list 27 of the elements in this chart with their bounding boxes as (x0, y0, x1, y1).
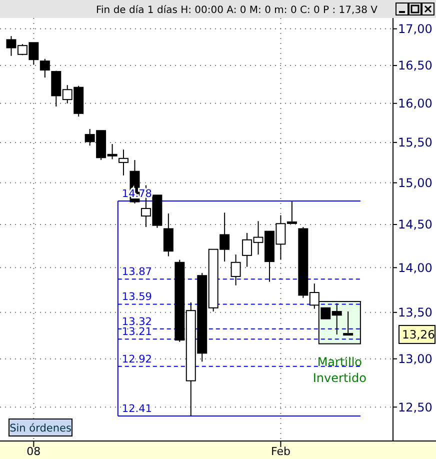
annotation: Sin órdenes (10, 422, 72, 434)
y-tick-label: 15,50 (398, 136, 432, 150)
y-tick-label: 12,50 (398, 400, 432, 414)
chart-title: Fin de día 1 días H: 00:00 A: 0 M: 0 m: 0 C: 0 P : 17,38 V (96, 5, 378, 16)
y-tick-label: 16,50 (398, 58, 432, 73)
y-tick-label: 14,50 (398, 218, 432, 232)
ref-line-label: 13.32 (122, 316, 152, 328)
text: 13,26 (402, 327, 435, 342)
ref-line-label: 13.87 (122, 266, 152, 278)
x-tick-label: Feb (270, 445, 290, 458)
ref-line-label: 13.59 (122, 291, 152, 304)
ref-line-label: 13.21 (122, 326, 152, 338)
candlestick (163, 213, 174, 257)
y-tick-label: 13,00 (398, 352, 432, 366)
y-tick-label: 13,50 (398, 306, 432, 320)
candlestick (230, 254, 241, 286)
candlestick (40, 58, 50, 78)
y-tick-label: 17,00 (398, 22, 432, 36)
x-tick-label: 08 (26, 445, 41, 458)
ref-line-label: 12.92 (122, 353, 152, 366)
candlestick (343, 310, 354, 336)
ref-line-label: 12.41 (122, 402, 152, 415)
y-tick-label: 16,00 (398, 96, 432, 111)
y-tick-label: 15,00 (398, 176, 432, 190)
y-tick-label: 14,00 (398, 260, 432, 275)
candlestick (118, 149, 129, 176)
band-label: Martillo Invertido (312, 354, 366, 385)
